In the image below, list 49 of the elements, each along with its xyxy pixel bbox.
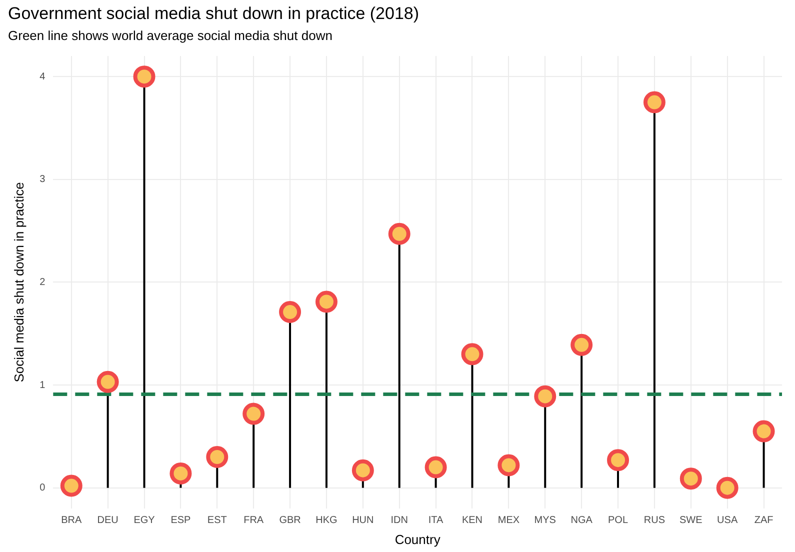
point <box>133 66 156 88</box>
point <box>716 476 738 499</box>
point <box>96 370 119 393</box>
x-axis-title: Country <box>394 532 441 547</box>
point <box>352 459 374 482</box>
x-tick-label: MYS <box>534 515 556 526</box>
x-tick-label: ZAF <box>754 515 774 526</box>
y-tick-label: 0 <box>40 482 46 494</box>
point <box>279 301 302 324</box>
x-tick-label: DEU <box>97 515 118 526</box>
point <box>570 334 593 356</box>
x-tick-label: MEX <box>498 515 520 526</box>
point <box>315 290 338 313</box>
point <box>534 385 556 408</box>
x-tick-label: HUN <box>352 515 374 526</box>
x-tick-label: SWE <box>680 515 703 526</box>
y-tick-label: 4 <box>40 71 46 82</box>
x-tick-label: RUS <box>644 515 666 526</box>
chart-subtitle: Green line shows world average social media shut down <box>8 28 332 43</box>
x-tick-label: USA <box>717 515 738 526</box>
point <box>424 456 447 478</box>
point <box>60 474 82 497</box>
x-tick-label: ESP <box>170 515 192 526</box>
point <box>607 449 630 472</box>
y-tick-label: 2 <box>40 276 46 288</box>
y-axis-title: Social media shut down in practice <box>11 182 26 382</box>
y-tick-label: 3 <box>40 174 46 186</box>
x-tick-label: NGA <box>570 515 593 526</box>
point <box>498 454 520 476</box>
x-tick-label: EGY <box>134 515 156 526</box>
x-tick-label: BRA <box>61 515 82 526</box>
point <box>461 343 484 366</box>
point <box>680 468 702 490</box>
point <box>388 222 410 245</box>
x-tick-label: ITA <box>428 515 444 526</box>
x-tick-label: HKG <box>316 515 338 526</box>
point <box>752 420 775 442</box>
point <box>242 402 265 425</box>
x-tick-label: EST <box>207 515 227 526</box>
chart-title: Government social media shut down in practice (2018) <box>8 4 420 23</box>
x-tick-label: KEN <box>462 515 483 526</box>
point <box>643 91 666 114</box>
point <box>170 462 192 484</box>
y-tick-label: 1 <box>40 380 46 391</box>
x-tick-label: IDN <box>390 515 408 526</box>
point <box>206 446 228 468</box>
x-tick-label: FRA <box>244 515 264 526</box>
x-tick-label: GBR <box>279 515 301 526</box>
x-tick-label: POL <box>608 515 628 526</box>
